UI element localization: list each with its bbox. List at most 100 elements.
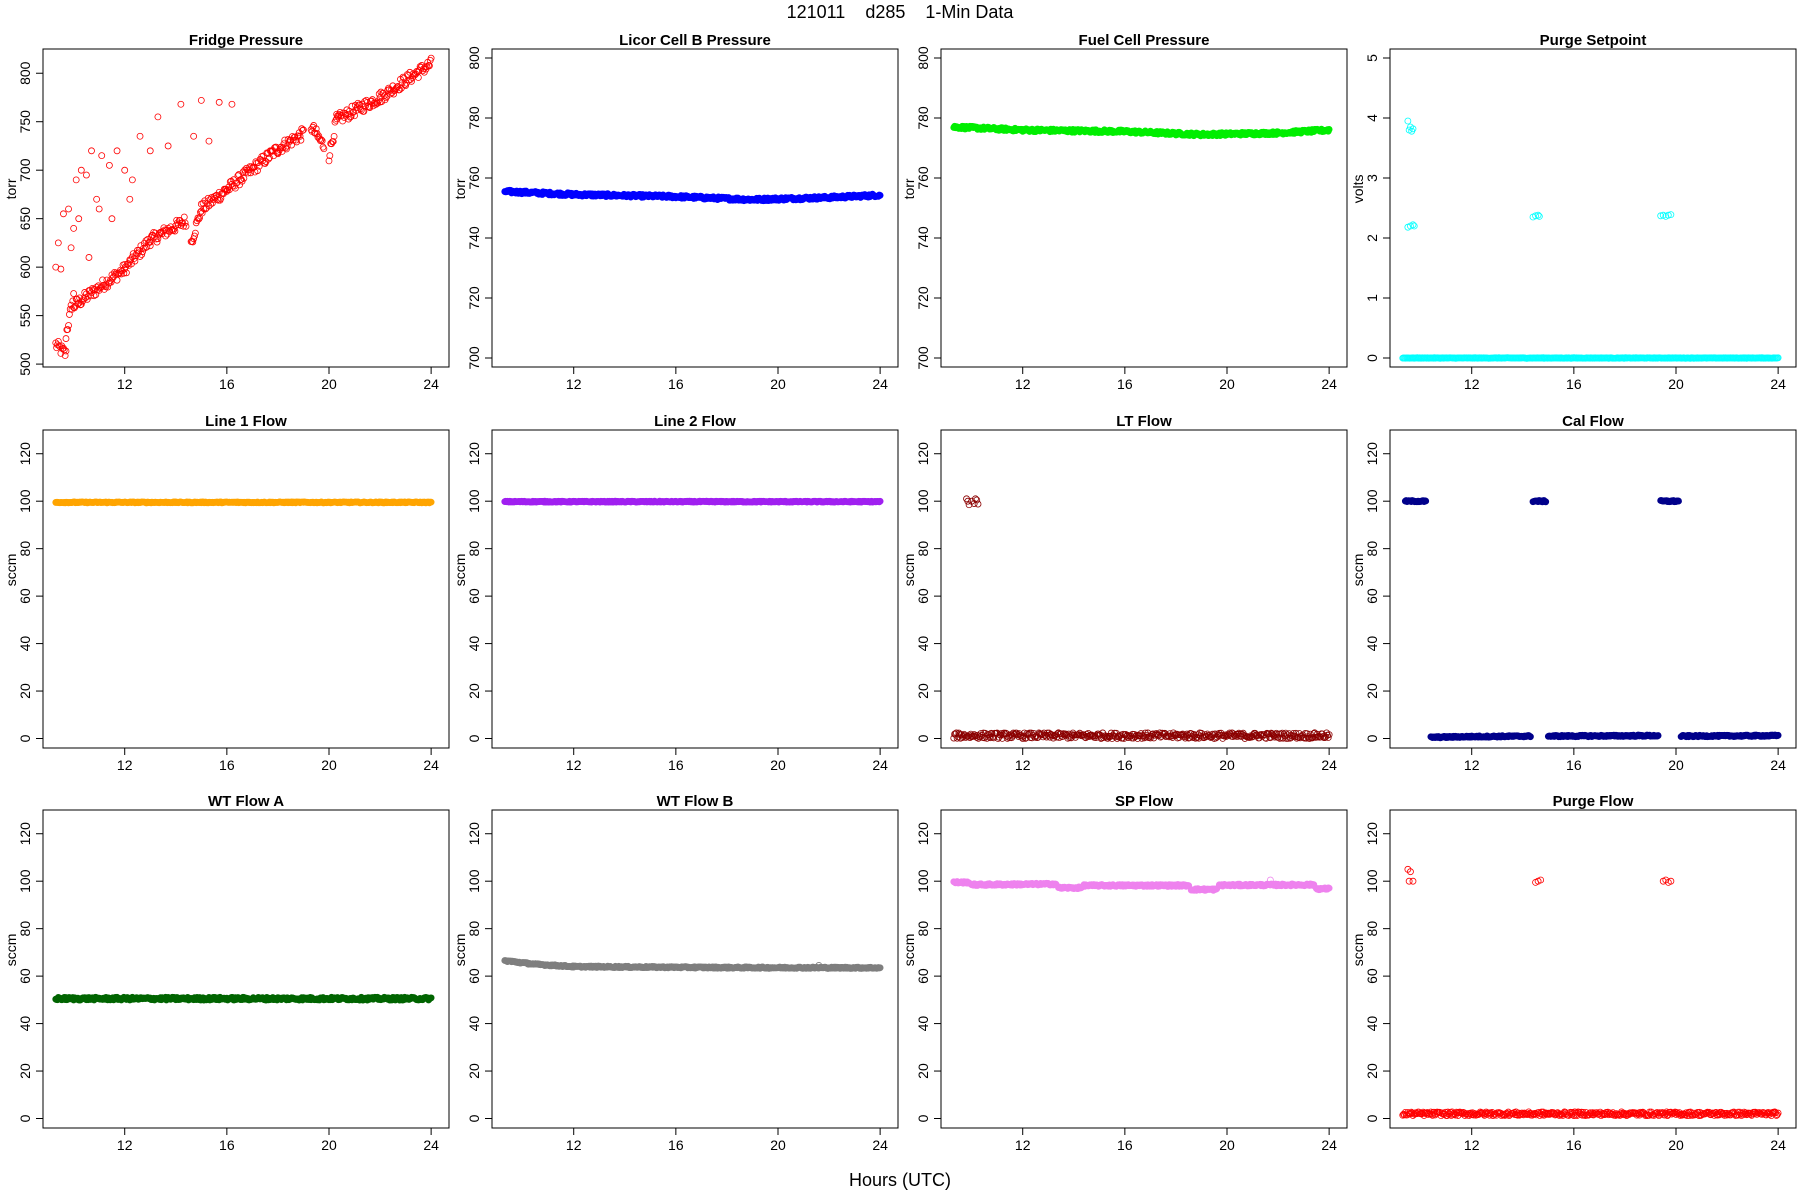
data-point (60, 210, 67, 218)
plot-frame (42, 48, 450, 368)
chart-svg: Fridge Pressuretorr500550600650700750800… (3, 32, 450, 392)
x-tick-label: 20 (1219, 1137, 1235, 1153)
chart-panel: Line 1 Flow sccm 0 20 40 60 80 100 120 12 16 20 24 (3, 413, 450, 773)
x-tick-label: 24 (872, 1137, 888, 1153)
data-point (317, 136, 325, 144)
x-tick-label: 20 (1219, 376, 1235, 392)
plot-frame (491, 429, 899, 749)
y-tick-label: 60 (915, 968, 931, 984)
data-point (314, 133, 322, 141)
plot-frame (940, 48, 1348, 368)
y-tick-label: 40 (915, 636, 931, 652)
data-point (240, 174, 248, 182)
y-tick-label: 0 (17, 734, 33, 742)
data-point (1657, 212, 1665, 220)
x-tick-label: 24 (423, 376, 439, 392)
y-tick-label: 740 (915, 226, 931, 250)
data-point (70, 224, 78, 232)
x-tick-label: 16 (219, 1137, 235, 1153)
data-point (121, 166, 129, 174)
y-tick-label: 100 (915, 489, 931, 513)
y-tick-label: 4 (1364, 114, 1380, 122)
y-tick-label: 120 (1364, 442, 1380, 466)
data-point (320, 145, 328, 153)
y-tick-label: 80 (915, 921, 931, 937)
panel-title: Line 1 Flow (205, 413, 287, 430)
y-tick-label: 1 (1364, 294, 1380, 302)
x-tick-label: 12 (1464, 757, 1480, 773)
plot-frame (1389, 48, 1797, 368)
x-tick-label: 12 (1464, 376, 1480, 392)
data-point (87, 292, 95, 300)
data-point (876, 964, 884, 972)
x-tick-label: 24 (1321, 1137, 1337, 1153)
x-tick-label: 24 (1321, 757, 1337, 773)
y-tick-label: 60 (1364, 588, 1380, 604)
data-point (339, 117, 347, 125)
x-tick-label: 20 (770, 757, 786, 773)
x-tick-label: 12 (566, 757, 582, 773)
data-point (1675, 497, 1682, 505)
data-point (427, 994, 435, 1002)
x-tick-label: 20 (1219, 757, 1235, 773)
y-tick-label: 60 (915, 588, 931, 604)
data-point (349, 109, 357, 116)
data-point (60, 346, 68, 354)
data-point (126, 195, 134, 203)
x-tick-label: 12 (1015, 1137, 1031, 1153)
plot-frame (1389, 429, 1797, 749)
data-point (65, 322, 72, 329)
data-point (1187, 730, 1195, 738)
data-point (330, 132, 338, 140)
y-tick-label: 80 (1364, 541, 1380, 557)
data-point (146, 242, 154, 250)
data-point (197, 208, 204, 216)
y-axis-label: sccm (901, 934, 917, 967)
data-point (371, 99, 379, 107)
data-point (92, 291, 100, 299)
data-point (325, 157, 333, 165)
x-tick-label: 12 (1015, 757, 1031, 773)
chart-panel: Line 2 Flow sccm 0 20 40 60 80 100 120 12 16 20 24 (452, 413, 899, 773)
data-point (99, 276, 106, 284)
data-point (197, 96, 205, 104)
data-point (83, 171, 90, 179)
chart-panel: Purge Setpoint volts 0 1 2 3 4 5 12 16 20 24 (1350, 32, 1797, 392)
x-tick-label: 24 (423, 1137, 439, 1153)
data-point (180, 213, 188, 221)
x-tick-label: 24 (872, 376, 888, 392)
y-tick-label: 500 (17, 352, 33, 376)
data-point (262, 158, 270, 165)
y-axis-label: torr (452, 178, 468, 199)
y-tick-label: 100 (17, 869, 33, 893)
data-point (1542, 498, 1550, 506)
data-point (120, 269, 128, 277)
y-tick-label: 0 (915, 734, 931, 742)
data-point (85, 254, 93, 261)
data-point (283, 145, 290, 153)
y-tick-label: 0 (466, 734, 482, 742)
data-point (288, 141, 295, 149)
data-point (83, 295, 91, 303)
data-point (1324, 734, 1332, 741)
data-point (1409, 221, 1417, 229)
data-point (266, 154, 273, 162)
data-point (1141, 729, 1149, 737)
y-tick-label: 20 (17, 1063, 33, 1079)
data-point (390, 90, 398, 98)
data-point (71, 304, 78, 312)
data-point (72, 176, 80, 184)
data-point (191, 229, 199, 237)
panel-title: Line 2 Flow (654, 413, 736, 430)
x-tick-label: 24 (423, 757, 439, 773)
plot-frame (940, 429, 1348, 749)
data-point (113, 276, 121, 284)
y-tick-label: 780 (915, 106, 931, 130)
data-point (282, 144, 289, 152)
